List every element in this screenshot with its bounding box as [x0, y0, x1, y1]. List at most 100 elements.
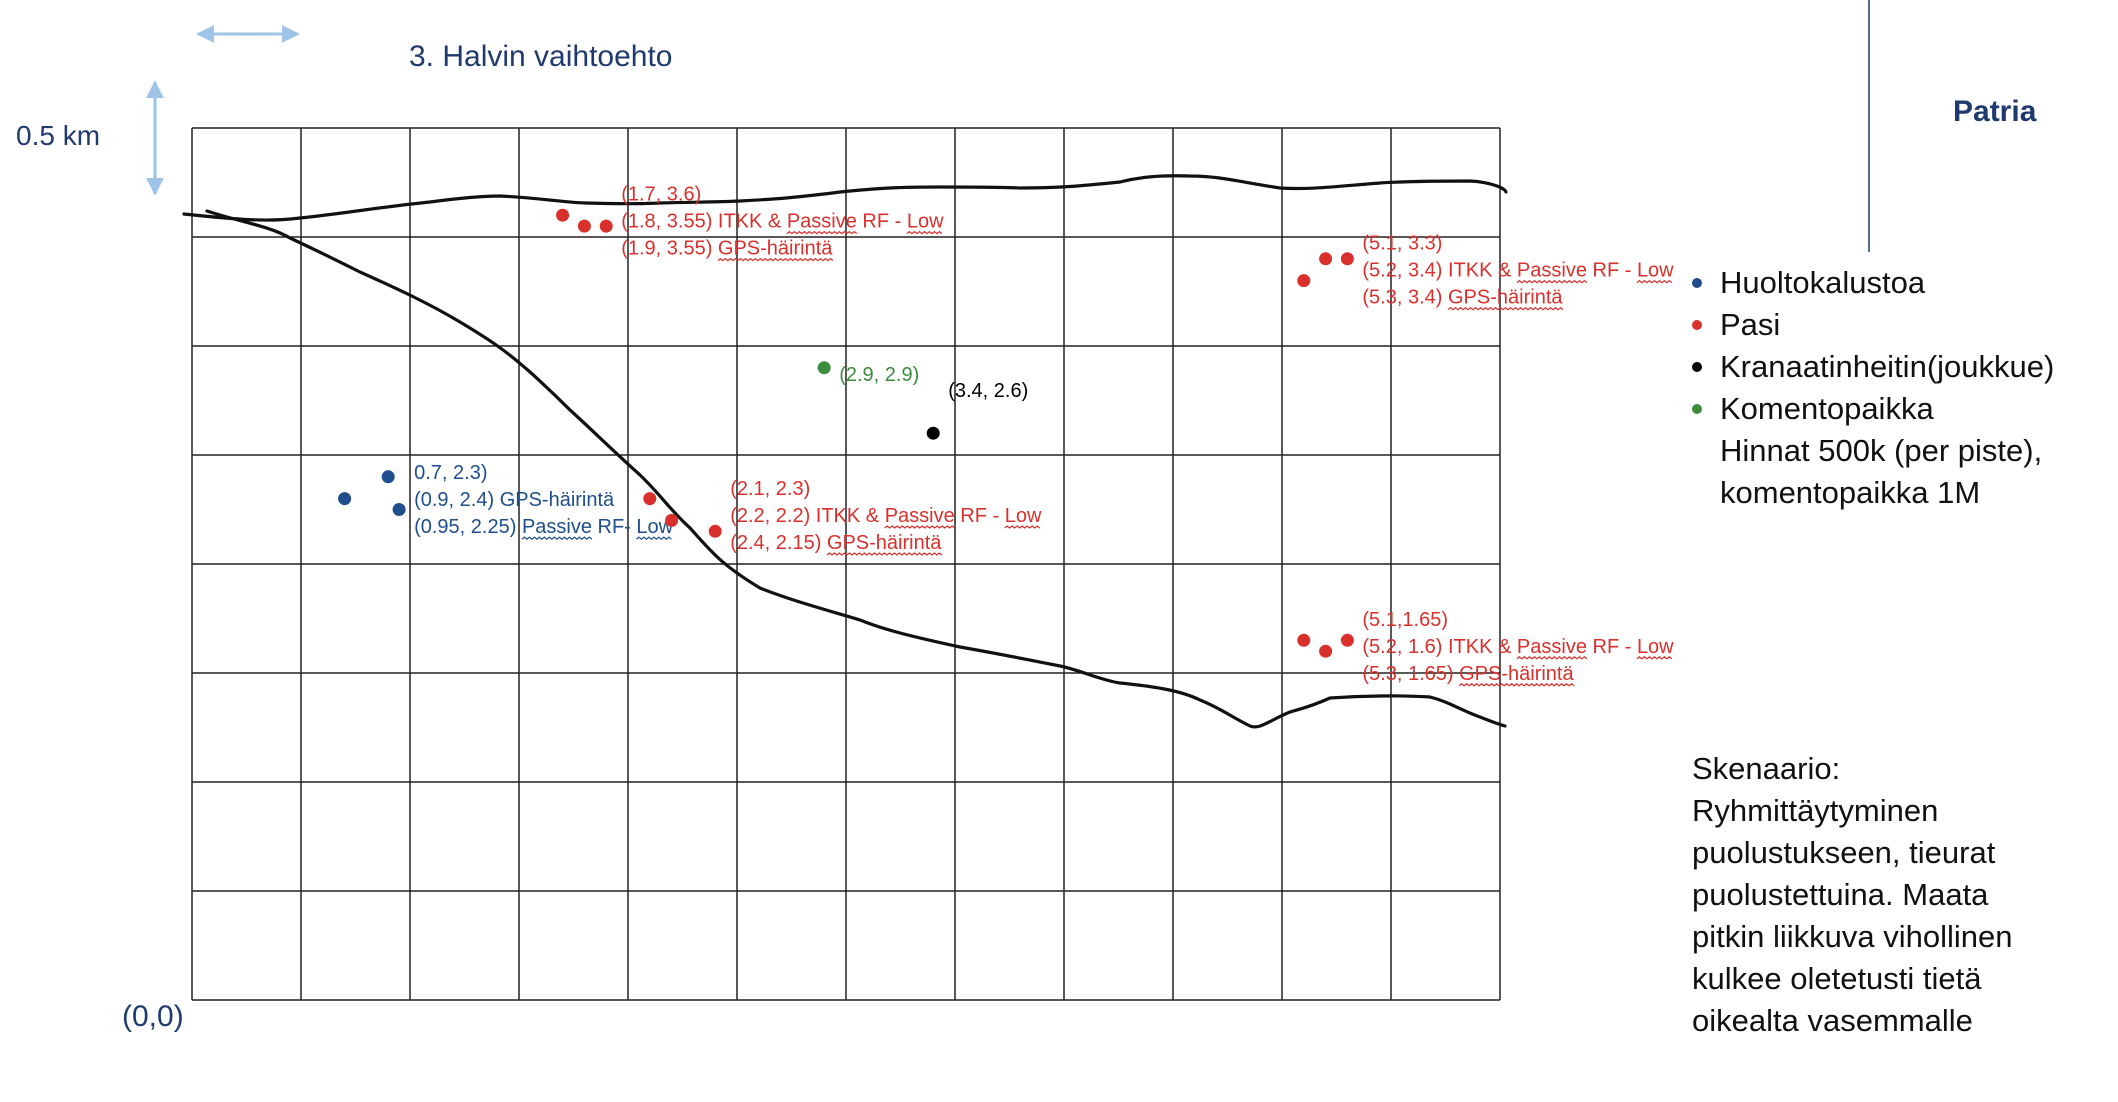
pasi-label: (1.9, 3.55) GPS-häirintä [621, 238, 833, 260]
pasi-label: (5.1,1.65) [1362, 609, 1448, 631]
label-underlined-word: Low [1005, 505, 1042, 527]
pasi-dot [1297, 274, 1311, 288]
legend-item-pasi: Pasi [1692, 304, 2054, 346]
label-text: (5.1,1.65) [1362, 609, 1448, 631]
huolto-dot [338, 492, 352, 506]
spelling-underline [717, 257, 834, 262]
kranaatinheitin-dot [926, 426, 940, 440]
spelling-underline [906, 230, 943, 235]
pasi-dot [1297, 633, 1311, 647]
pasi-dot [1319, 252, 1333, 266]
scenario-line-3: puolustukseen, tieurat [1692, 835, 1996, 870]
label-underlined-word: GPS-häirintä [827, 532, 942, 554]
legend-note-command-price: komentopaikka 1M [1720, 475, 1981, 510]
pasi-label: (1.8, 3.55) ITKK & Passive RF - Low [621, 211, 944, 233]
pasi-dot [556, 208, 570, 222]
page-title: 3. Halvin vaihtoehto [409, 40, 673, 73]
huolto-dot [381, 470, 395, 484]
label-text: 0.7, 2.3) [414, 462, 487, 484]
label-underlined-word: GPS-häirintä [1459, 663, 1574, 685]
label-text: (5.1, 3.3) [1362, 233, 1442, 255]
label-text: (2.2, 2.2) ITKK & [730, 505, 885, 527]
spelling-underline [1636, 656, 1673, 660]
pasi-label: (5.2, 3.4) ITKK & Passive RF - Low [1362, 260, 1674, 282]
upper-road [182, 174, 1508, 222]
legend-dot-pasi [1692, 320, 1702, 330]
label-underlined-word: GPS-häirintä [718, 238, 833, 260]
spelling-underline [1516, 279, 1588, 284]
label-text: (1.9, 3.55) [621, 238, 718, 260]
pasi-label: (2.1, 2.3) [730, 478, 810, 500]
spelling-underline [826, 552, 943, 556]
kranaatinheitin-label: (3.4, 2.6) [948, 380, 1028, 402]
lower-road [205, 209, 1507, 729]
label-text: (2.9, 2.9) [839, 364, 919, 386]
scenario-line-7: oikealta vasemmalle [1692, 1003, 1973, 1038]
label-text: (5.3, 3.4) [1362, 287, 1448, 309]
pasi-dot [665, 513, 679, 527]
spelling-underline [786, 230, 858, 235]
label-underlined-word: Low [907, 211, 944, 233]
huolto-dot [392, 503, 406, 516]
pasi-label: (5.2, 1.6) ITKK & Passive RF - Low [1362, 636, 1674, 658]
pasi-dot [599, 219, 613, 233]
label-text: (2.4, 2.15) [730, 532, 827, 554]
spelling-underline [884, 525, 956, 529]
pasi-label: (2.2, 2.2) ITKK & Passive RF - Low [730, 505, 1042, 527]
spelling-underline [1004, 525, 1041, 529]
label-text: (5.3, 1.65) [1362, 663, 1459, 685]
label-underlined-word: GPS-häirintä [1448, 287, 1563, 309]
label-text: (5.2, 1.6) ITKK & [1362, 636, 1517, 658]
scenario-line-5: pitkin liikkuva vihollinen [1692, 919, 2013, 954]
legend-label-kranaatinheitin: Kranaatinheitin(joukkue) [1720, 349, 2055, 384]
pasi-label: (5.3, 3.4) GPS-häirintä [1362, 287, 1563, 309]
label-text: (1.8, 3.55) ITKK & [621, 211, 787, 233]
spelling-underline [1636, 279, 1673, 284]
pasi-label: (2.4, 2.15) GPS-häirintä [730, 532, 942, 554]
komentopaikka-dot [817, 361, 831, 375]
label-underlined-word: Passive [1517, 260, 1587, 282]
label-text: RF- [592, 516, 636, 538]
label-underlined-word: Low [1637, 260, 1674, 282]
huolto-label: 0.7, 2.3) [414, 462, 487, 484]
legend-note-price: Hinnat 500k (per piste), [1720, 433, 2043, 468]
label-underlined-word: Passive [885, 505, 955, 527]
pasi-dot [1340, 252, 1354, 266]
label-underlined-word: Passive [522, 516, 592, 538]
label-underlined-word: Passive [1517, 636, 1587, 658]
legend-dot-kranaatinheitin [1692, 362, 1702, 372]
spelling-underline [636, 536, 672, 540]
label-text: (0.95, 2.25) [414, 516, 522, 538]
legend-label-pasi: Pasi [1720, 307, 1781, 342]
huolto-label: (0.9, 2.4) GPS-häirintä [414, 489, 615, 511]
label-text: (0.9, 2.4) GPS-häirintä [414, 489, 615, 511]
label-text: (2.1, 2.3) [730, 478, 810, 500]
pasi-dot [1319, 644, 1333, 658]
legend-item-komentopaikka: Komentopaikka [1692, 388, 2054, 430]
label-text: RF - [857, 211, 907, 233]
spelling-underline [1447, 306, 1564, 311]
spelling-underline [1516, 656, 1588, 660]
origin-label: (0,0) [122, 1000, 184, 1033]
pasi-dot [708, 524, 722, 538]
pasi-dot [577, 219, 591, 233]
scale-label: 0.5 km [16, 120, 101, 151]
legend-dot-komentopaikka [1692, 404, 1702, 414]
pasi-dot [643, 492, 657, 506]
label-text: (1.7, 3.6) [621, 184, 701, 206]
scenario-line-4: puolustettuina. Maata [1692, 877, 1989, 912]
label-underlined-word: Low [636, 516, 673, 538]
label-underlined-word: Passive [787, 211, 857, 233]
label-text: RF - [1587, 260, 1637, 282]
label-underlined-word: Low [1637, 636, 1674, 658]
pasi-label: (5.3, 1.65) GPS-häirintä [1362, 663, 1574, 685]
legend-item-huolto: Huoltokalustoa [1692, 262, 2054, 304]
scenario-line-1: Skenaario: [1692, 751, 1841, 786]
label-text: (3.4, 2.6) [948, 380, 1028, 402]
legend-label-huolto: Huoltokalustoa [1720, 265, 1926, 300]
scenario-line-2: Ryhmittäytyminen [1692, 793, 1939, 828]
label-text: (5.2, 3.4) ITKK & [1362, 260, 1517, 282]
label-text: RF - [955, 505, 1005, 527]
